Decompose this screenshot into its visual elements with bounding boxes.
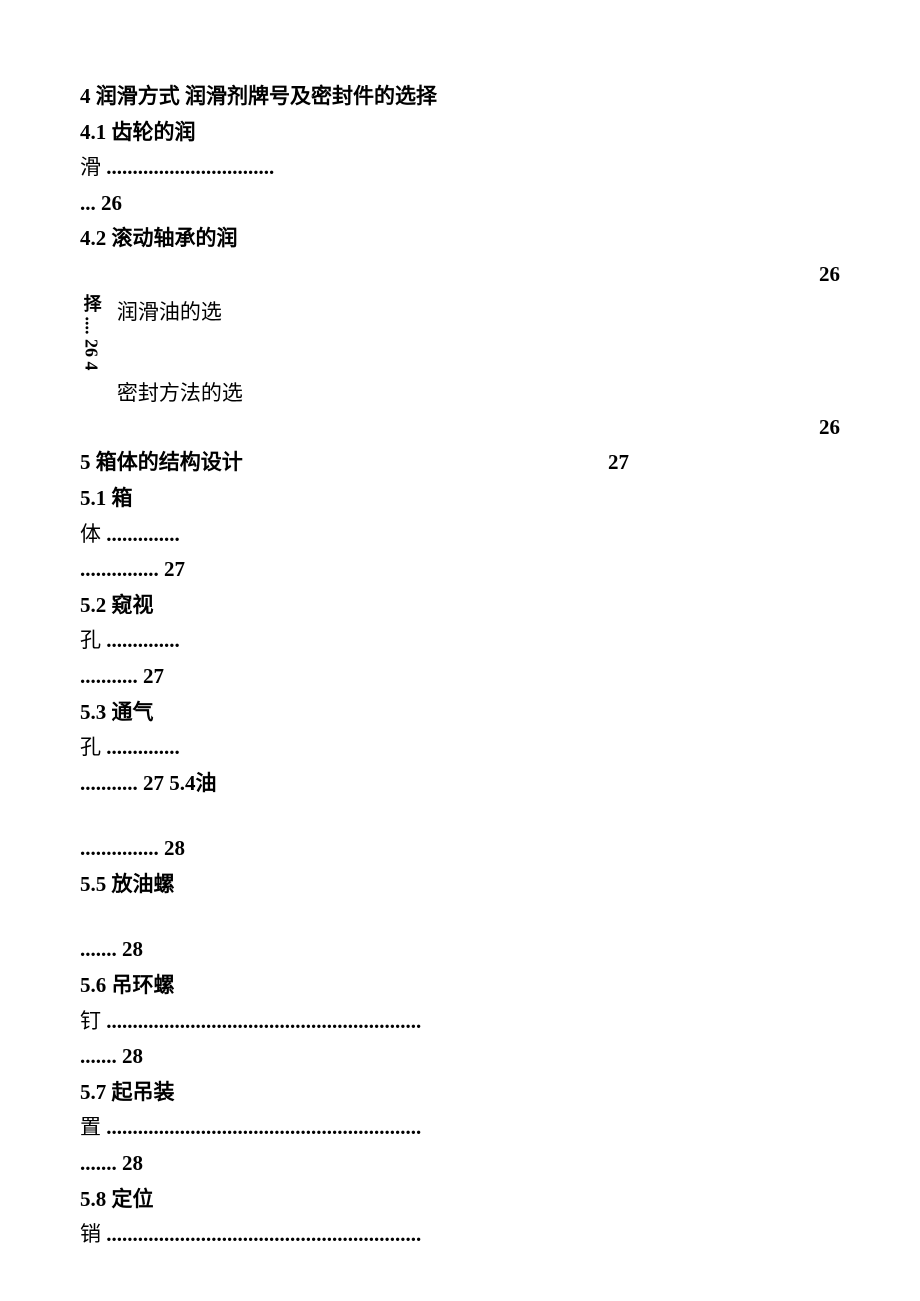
- toc-label: 体: [80, 522, 101, 546]
- toc-entry-4-1-line2: 滑 ................................: [80, 151, 840, 185]
- page-number: 26: [819, 411, 840, 445]
- toc-entry-5-1-line2: 体 ..............: [80, 518, 840, 552]
- toc-entry-5-2-line3: ........... 27: [80, 660, 840, 694]
- toc-entry-5-5-line1: 5.5 放油螺: [80, 868, 840, 902]
- toc-entry-5-7-line2: 置 ......................................…: [80, 1111, 840, 1145]
- toc-label: 钉: [80, 1009, 101, 1033]
- section-5-title-row: 5 箱体的结构设计 27: [80, 446, 840, 480]
- toc-label: 滑: [80, 155, 101, 179]
- toc-dots: ........................................…: [106, 1222, 421, 1246]
- toc-dots: ................................: [106, 155, 274, 179]
- toc-entry-4-2-line1: 4.2 滚动轴承的润: [80, 222, 840, 256]
- toc-entry-5-4-line1: ............... 28: [80, 832, 840, 866]
- toc-entry-5-1-line3: ............... 27: [80, 553, 840, 587]
- spacer: [80, 802, 840, 830]
- toc-entry-5-3-line2: 孔 ..............: [80, 731, 840, 765]
- page-number: 26: [819, 258, 840, 292]
- rotated-group: 择 .... 26 4 润滑油的选 密封方法的选: [80, 294, 840, 411]
- toc-entry-5-6-line3: ....... 28: [80, 1040, 840, 1074]
- toc-entry-4-3: 润滑油的选: [117, 296, 243, 330]
- toc-entry-5-5-line3: ....... 28: [80, 933, 840, 967]
- rotated-text: 择 .... 26 4: [80, 294, 102, 384]
- page-number: 27: [608, 446, 629, 480]
- toc-label: 置: [80, 1115, 101, 1139]
- toc-entry-4-1-line3: ... 26: [80, 187, 840, 221]
- toc-label: 孔: [80, 628, 101, 652]
- toc-entry-5-1-line1: 5.1 箱: [80, 482, 840, 516]
- toc-entry-5-2-line2: 孔 ..............: [80, 624, 840, 658]
- toc-dots: ........................................…: [106, 1009, 421, 1033]
- toc-entry-5-8-line2: 销 ......................................…: [80, 1218, 840, 1252]
- toc-entry-5-2-line1: 5.2 窥视: [80, 589, 840, 623]
- toc-entry-4-2-page: 26: [80, 258, 840, 292]
- toc-entry-5-6-line1: 5.6 吊环螺: [80, 969, 840, 1003]
- inline-entries: 润滑油的选 密封方法的选: [117, 294, 243, 411]
- toc-label: 孔: [80, 735, 101, 759]
- toc-entry-4-4-page: 26: [80, 411, 840, 445]
- toc-label: 销: [80, 1222, 101, 1246]
- toc-dots: ..............: [106, 735, 180, 759]
- toc-entry-5-8-line1: 5.8 定位: [80, 1183, 840, 1217]
- toc-entry-4-1-line1: 4.1 齿轮的润: [80, 116, 840, 150]
- toc-entry-5-3-line3: ........... 27 5.4油: [80, 767, 840, 801]
- toc-dots: ........................................…: [106, 1115, 421, 1139]
- toc-entry-5-3-line1: 5.3 通气: [80, 696, 840, 730]
- toc-container: 4 润滑方式 润滑剂牌号及密封件的选择 4.1 齿轮的润 滑 .........…: [80, 80, 840, 1252]
- section-5-title: 5 箱体的结构设计: [80, 450, 243, 474]
- toc-dots: ..............: [106, 628, 180, 652]
- toc-entry-4-4: 密封方法的选: [117, 377, 243, 411]
- toc-entry-5-7-line3: ....... 28: [80, 1147, 840, 1181]
- toc-entry-5-7-line1: 5.7 起吊装: [80, 1076, 840, 1110]
- toc-entry-5-6-line2: 钉 ......................................…: [80, 1005, 840, 1039]
- toc-dots: ..............: [106, 522, 180, 546]
- section-4-title: 4 润滑方式 润滑剂牌号及密封件的选择: [80, 80, 840, 114]
- spacer: [80, 903, 840, 931]
